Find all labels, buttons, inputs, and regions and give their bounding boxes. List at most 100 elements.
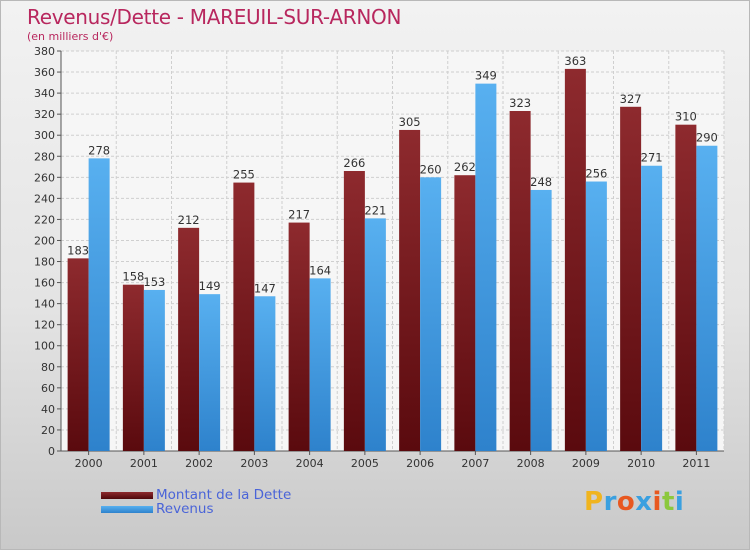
y-tick-label: 260 — [34, 171, 55, 184]
data-label: 323 — [509, 96, 531, 110]
y-tick-label: 300 — [34, 129, 55, 142]
logo-letter: r — [603, 487, 617, 517]
x-tick-label: 2006 — [406, 457, 434, 470]
y-tick-label: 160 — [34, 277, 55, 290]
data-label: 290 — [696, 131, 718, 145]
data-label: 147 — [254, 281, 276, 295]
y-tick-label: 120 — [34, 319, 55, 332]
y-tick-label: 380 — [34, 45, 55, 58]
bar-revenus — [199, 294, 221, 451]
legend: Montant de la Dette Revenus — [101, 487, 292, 517]
y-tick-label: 240 — [34, 192, 55, 205]
logo-letter: x — [635, 487, 653, 517]
logo-letter: i — [674, 487, 685, 517]
legend-swatch-dette — [101, 491, 153, 499]
y-tick-label: 20 — [41, 424, 55, 437]
bar-revenus — [696, 145, 718, 451]
bar-revenus — [585, 181, 607, 452]
x-tick-label: 2005 — [351, 457, 379, 470]
x-tick-label: 2000 — [75, 457, 103, 470]
data-label: 310 — [675, 110, 697, 124]
y-tick-label: 200 — [34, 234, 55, 247]
y-tick-label: 340 — [34, 87, 55, 100]
x-tick-label: 2009 — [572, 457, 600, 470]
data-label: 266 — [343, 156, 365, 170]
bar-dette — [122, 284, 144, 451]
bar-dette — [343, 171, 365, 451]
bar-dette — [564, 68, 586, 451]
bar-dette — [675, 124, 697, 452]
logo-letter: i — [652, 487, 662, 517]
legend-item-dette: Montant de la Dette — [101, 487, 292, 503]
bar-revenus — [420, 177, 442, 451]
bar-dette — [233, 182, 255, 451]
y-tick-label: 60 — [41, 382, 55, 395]
y-tick-label: 220 — [34, 213, 55, 226]
data-label: 164 — [309, 263, 331, 277]
data-label: 256 — [585, 167, 607, 181]
data-label: 248 — [530, 175, 552, 189]
x-tick-label: 2001 — [130, 457, 158, 470]
y-tick-label: 0 — [48, 445, 55, 458]
data-label: 217 — [288, 208, 310, 222]
y-tick-label: 140 — [34, 298, 55, 311]
data-label: 363 — [564, 54, 586, 68]
data-label: 255 — [233, 168, 255, 182]
data-label: 327 — [620, 92, 642, 106]
grid-lines — [60, 50, 725, 452]
legend-swatch-revenus — [101, 505, 153, 513]
x-tick-label: 2007 — [461, 457, 489, 470]
bar-revenus — [309, 278, 331, 451]
data-label: 212 — [178, 213, 200, 227]
y-tick-label: 80 — [41, 361, 55, 374]
x-tick-label: 2008 — [517, 457, 545, 470]
x-tick-label: 2004 — [296, 457, 324, 470]
x-tick-label: 2002 — [185, 457, 213, 470]
bar-revenus — [254, 296, 276, 451]
logo-letter: t — [661, 487, 675, 517]
y-tick-label: 280 — [34, 150, 55, 163]
bars — [67, 68, 718, 452]
y-tick-label: 100 — [34, 340, 55, 353]
bar-dette — [178, 227, 200, 451]
data-label: 262 — [454, 160, 476, 174]
bar-dette — [620, 106, 642, 451]
data-labels: 183 278 158 153 212 149 255 147 217 164 266 221 305 2… — [67, 54, 718, 295]
y-tick-label: 180 — [34, 256, 55, 269]
proxiti-logo: Proxiti — [584, 487, 684, 517]
axes: 0 20 40 60 80 100 120 140 160 180 200 220 240 260 280 3… — [34, 45, 724, 470]
bar-revenus — [475, 83, 497, 451]
data-label: 183 — [67, 243, 89, 257]
bar-revenus — [641, 165, 663, 451]
data-label: 271 — [641, 151, 663, 165]
logo-letter: P — [584, 487, 604, 517]
data-label: 349 — [475, 69, 497, 83]
bar-revenus — [530, 189, 552, 451]
data-label: 158 — [122, 270, 144, 284]
data-label: 153 — [143, 275, 165, 289]
bar-dette — [67, 258, 89, 451]
bar-dette — [399, 129, 421, 451]
bar-dette — [454, 175, 476, 452]
bar-revenus — [364, 218, 386, 451]
logo-letter: o — [616, 487, 636, 517]
y-tick-label: 320 — [34, 108, 55, 121]
y-tick-label: 40 — [41, 403, 55, 416]
bar-dette — [288, 222, 310, 451]
data-label: 260 — [420, 162, 442, 176]
data-label: 221 — [364, 203, 386, 217]
data-label: 305 — [399, 115, 421, 129]
y-tick-label: 360 — [34, 66, 55, 79]
bar-revenus — [88, 158, 110, 452]
data-label: 278 — [88, 143, 110, 157]
x-tick-label: 2003 — [240, 457, 268, 470]
legend-label-revenus: Revenus — [156, 501, 214, 517]
chart-subtitle: (en milliers d'€) — [27, 30, 114, 43]
data-label: 149 — [199, 279, 221, 293]
legend-label-dette: Montant de la Dette — [156, 487, 292, 503]
chart-title: Revenus/Dette - MAREUIL-SUR-ARNON — [27, 5, 402, 29]
bar-dette — [509, 111, 531, 451]
bar-revenus — [143, 289, 165, 451]
